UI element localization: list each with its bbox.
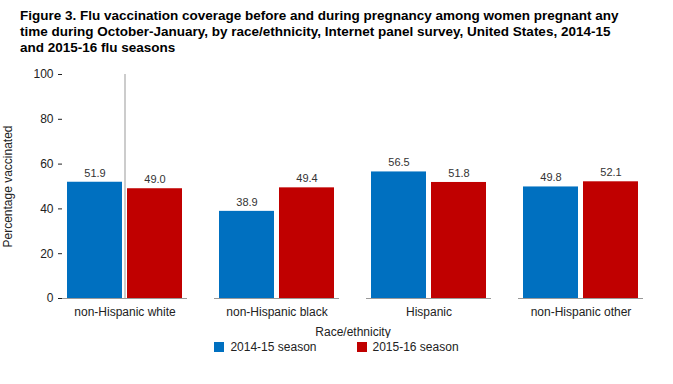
html-text:Figure 3. Flu vaccination cove: Figure 3. Flu vaccination coverage befor… [20, 8, 619, 55]
svg-text:40: 40 [40, 202, 54, 216]
svg-text:non-Hispanic black: non-Hispanic black [226, 305, 328, 319]
svg-text:80: 80 [40, 112, 54, 126]
svg-text:38.9: 38.9 [236, 196, 257, 208]
svg-text:52.1: 52.1 [600, 166, 621, 178]
svg-text:non-Hispanic other: non-Hispanic other [531, 305, 632, 319]
html-text:2015-16 season: 2015-16 season [372, 340, 459, 354]
svg-text:20: 20 [40, 247, 54, 261]
svg-text:56.5: 56.5 [388, 156, 409, 168]
svg-text:51.8: 51.8 [448, 167, 469, 179]
svg-text:Percentage vaccinated: Percentage vaccinated [1, 125, 15, 247]
svg-text:49.4: 49.4 [296, 172, 317, 184]
svg-text:non-Hispanic white: non-Hispanic white [74, 305, 176, 319]
svg-text:51.9: 51.9 [84, 167, 105, 179]
svg-text:Race/ethnicity: Race/ethnicity [315, 325, 390, 339]
svg-text:60: 60 [40, 157, 54, 171]
svg-text:49.0: 49.0 [144, 173, 165, 185]
svg-text:0: 0 [47, 291, 54, 305]
svg-text:100: 100 [33, 67, 53, 81]
svg-text:49.8: 49.8 [540, 171, 561, 183]
svg-text:Hispanic: Hispanic [406, 305, 452, 319]
html-text:2014-15 season: 2014-15 season [230, 340, 317, 354]
